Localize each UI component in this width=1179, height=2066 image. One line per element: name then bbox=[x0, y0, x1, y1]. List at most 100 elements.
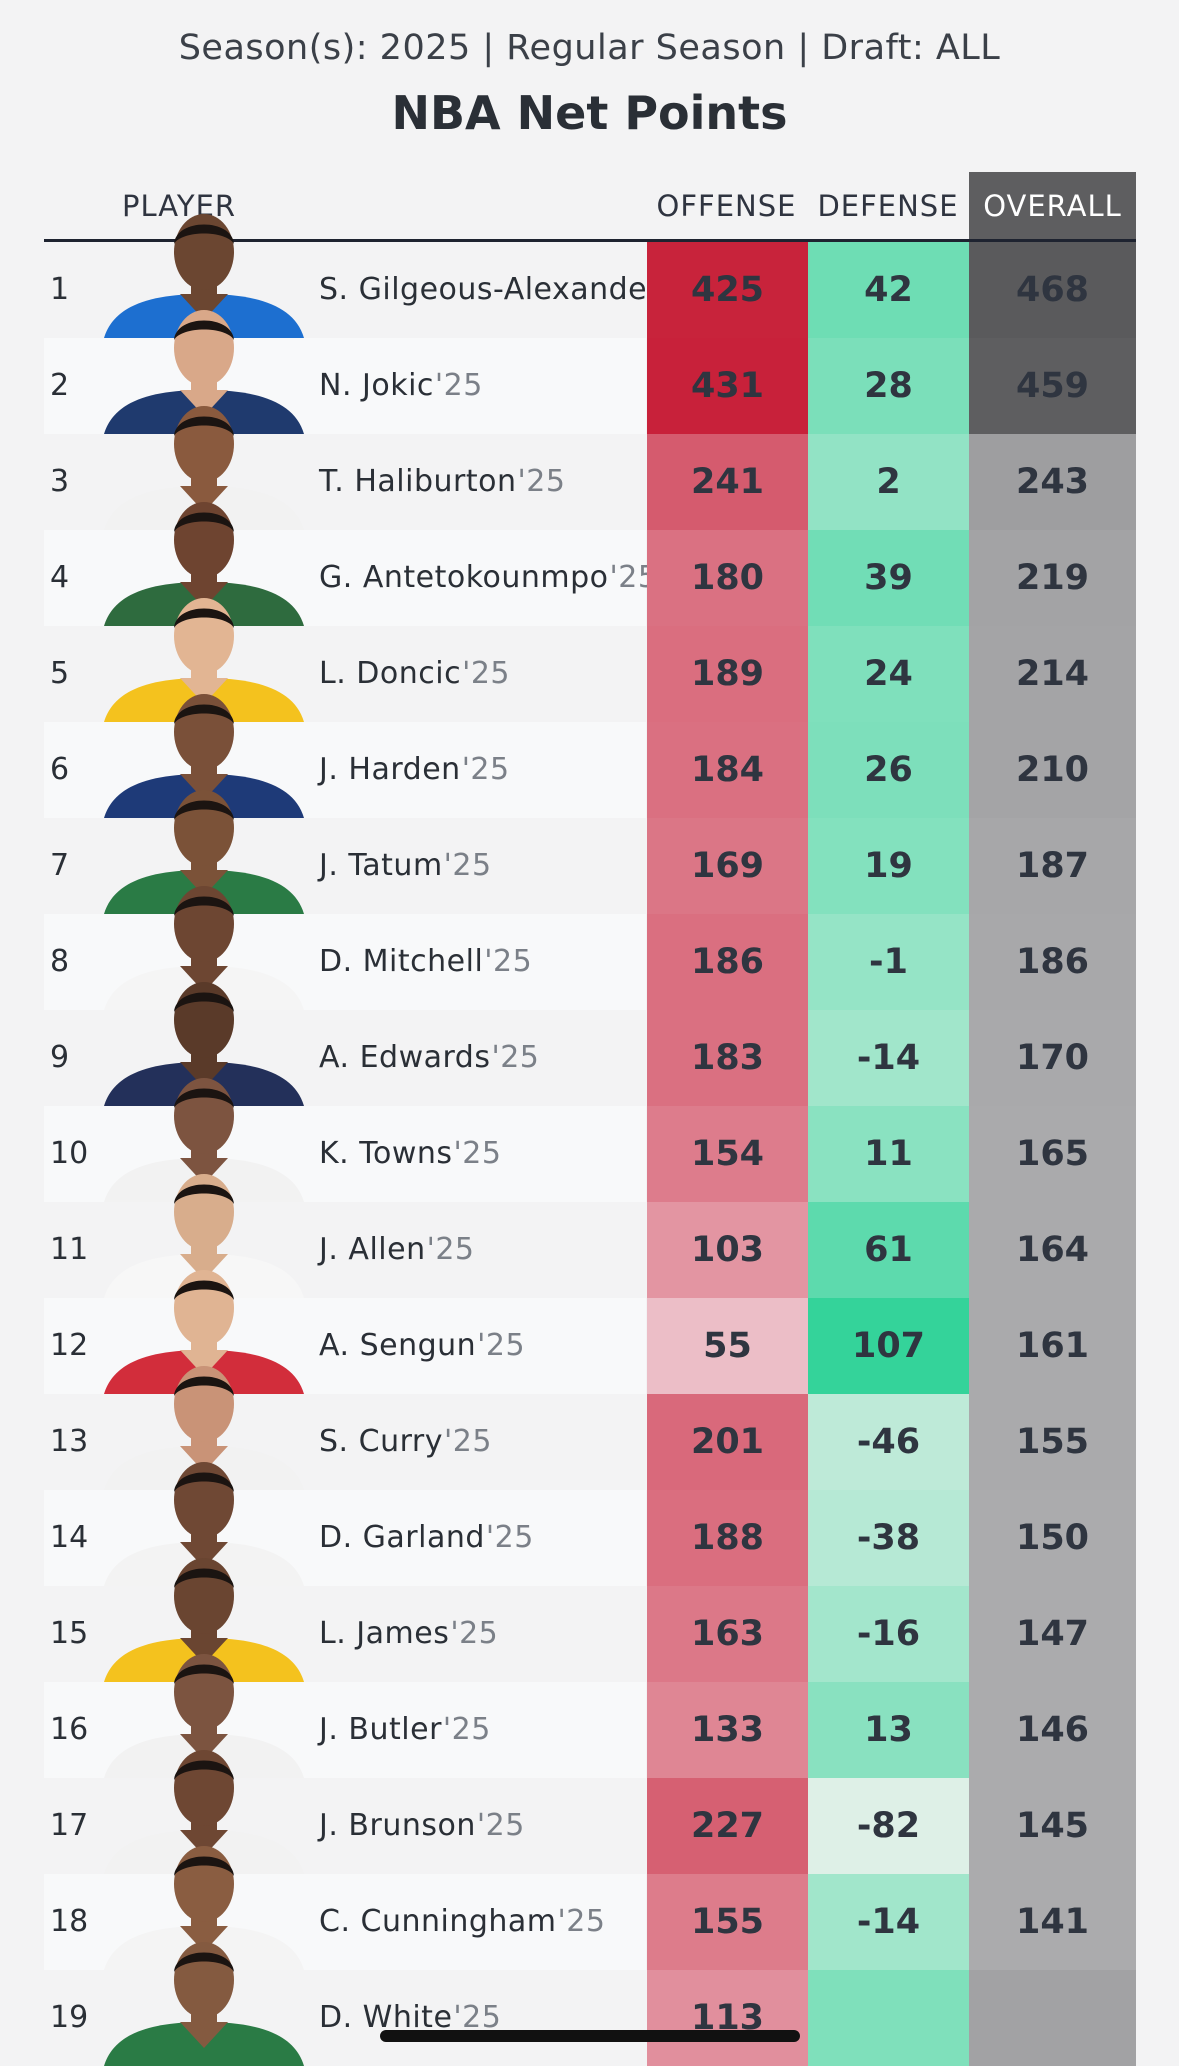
player-name-text: J. Brunson bbox=[319, 1808, 476, 1843]
offense-value-cell: 186 bbox=[647, 914, 808, 1010]
column-header-overall[interactable]: OVERALL bbox=[969, 172, 1136, 240]
player-headshot bbox=[94, 1936, 314, 2066]
defense-value-cell: 28 bbox=[808, 338, 969, 434]
table-row[interactable]: 4 G. Antetokounmpo'25 180 39 219 bbox=[44, 502, 1136, 626]
defense-value-cell: 42 bbox=[808, 242, 969, 338]
offense-value-cell: 113 bbox=[647, 1970, 808, 2066]
table-row[interactable]: 13 S. Curry'25 201 -46 155 bbox=[44, 1366, 1136, 1490]
home-indicator[interactable] bbox=[380, 2030, 800, 2042]
table-row[interactable]: 2 N. Jokic'25 431 28 459 bbox=[44, 310, 1136, 434]
table-row[interactable]: 11 J. Allen'25 103 61 164 bbox=[44, 1174, 1136, 1298]
defense-value-cell: 2 bbox=[808, 434, 969, 530]
offense-value-cell: 189 bbox=[647, 626, 808, 722]
player-name[interactable]: J. Tatum'25 bbox=[319, 818, 492, 914]
defense-value-cell: -46 bbox=[808, 1394, 969, 1490]
table-row[interactable]: 3 T. Haliburton'25 241 2 243 bbox=[44, 406, 1136, 530]
defense-value-cell: 107 bbox=[808, 1298, 969, 1394]
column-header-defense[interactable]: DEFENSE bbox=[817, 189, 959, 223]
rank-label: 3 bbox=[50, 464, 70, 499]
defense-value-cell: 39 bbox=[808, 530, 969, 626]
rank-label: 6 bbox=[50, 752, 70, 787]
overall-value-cell: 145 bbox=[969, 1778, 1136, 1874]
table-subtitle: Season(s): 2025 | Regular Season | Draft… bbox=[178, 28, 1001, 68]
player-name[interactable]: J. Brunson'25 bbox=[319, 1778, 525, 1874]
player-name[interactable]: G. Antetokounmpo'25 bbox=[319, 530, 657, 626]
offense-value-cell: 183 bbox=[647, 1010, 808, 1106]
player-name-text: S. Gilgeous-Alexander bbox=[319, 272, 660, 307]
player-name[interactable]: S. Curry'25 bbox=[319, 1394, 492, 1490]
rank-label: 7 bbox=[50, 848, 70, 883]
player-name[interactable]: A. Edwards'25 bbox=[319, 1010, 539, 1106]
player-table: 1 S. Gilgeous-Alexander 425 42 468 2 N. Jokic'… bbox=[44, 214, 1136, 2066]
player-name[interactable]: D. White'25 bbox=[319, 1970, 501, 2066]
table-row[interactable]: 5 L. Doncic'25 189 24 214 bbox=[44, 598, 1136, 722]
table-row[interactable]: 12 A. Sengun'25 55 107 161 bbox=[44, 1270, 1136, 1394]
player-name[interactable]: J. Allen'25 bbox=[319, 1202, 475, 1298]
season-tag: '25 bbox=[476, 1808, 525, 1843]
table-row[interactable]: 6 J. Harden'25 184 26 210 bbox=[44, 694, 1136, 818]
player-name-text: G. Antetokounmpo bbox=[319, 560, 609, 595]
player-name[interactable]: L. Doncic'25 bbox=[319, 626, 510, 722]
player-name-text: J. Allen bbox=[319, 1232, 426, 1267]
overall-value-cell: 165 bbox=[969, 1106, 1136, 1202]
rank-label: 9 bbox=[50, 1040, 70, 1075]
table-row[interactable]: 8 D. Mitchell'25 186 -1 186 bbox=[44, 886, 1136, 1010]
player-name[interactable]: J. Harden'25 bbox=[319, 722, 510, 818]
defense-value-cell: 61 bbox=[808, 1202, 969, 1298]
rank-label: 4 bbox=[50, 560, 70, 595]
offense-value-cell: 169 bbox=[647, 818, 808, 914]
rank-label: 10 bbox=[50, 1136, 89, 1171]
player-name[interactable]: J. Butler'25 bbox=[319, 1682, 491, 1778]
player-name[interactable]: K. Towns'25 bbox=[319, 1106, 501, 1202]
rank-label: 1 bbox=[50, 272, 70, 307]
overall-value-cell: 214 bbox=[969, 626, 1136, 722]
player-name-text: K. Towns bbox=[319, 1136, 453, 1171]
table-row[interactable]: 18 C. Cunningham'25 155 -14 141 bbox=[44, 1846, 1136, 1970]
player-headshot bbox=[94, 304, 314, 434]
season-tag: '25 bbox=[484, 944, 533, 979]
season-tag: '25 bbox=[477, 1328, 526, 1363]
defense-value-cell: -16 bbox=[808, 1586, 969, 1682]
table-row[interactable]: 15 L. James'25 163 -16 147 bbox=[44, 1558, 1136, 1682]
player-name[interactable]: S. Gilgeous-Alexander bbox=[319, 242, 660, 338]
season-tag: '25 bbox=[517, 464, 566, 499]
player-name[interactable]: C. Cunningham'25 bbox=[319, 1874, 605, 1970]
player-name[interactable]: D. Garland'25 bbox=[319, 1490, 534, 1586]
defense-value-cell: -38 bbox=[808, 1490, 969, 1586]
season-tag: '25 bbox=[442, 1712, 491, 1747]
player-name[interactable]: A. Sengun'25 bbox=[319, 1298, 525, 1394]
table-row[interactable]: 9 A. Edwards'25 183 -14 170 bbox=[44, 982, 1136, 1106]
player-name[interactable]: T. Haliburton'25 bbox=[319, 434, 565, 530]
table-row[interactable]: 16 J. Butler'25 133 13 146 bbox=[44, 1654, 1136, 1778]
player-name-text: A. Sengun bbox=[319, 1328, 477, 1363]
table-row[interactable]: 10 K. Towns'25 154 11 165 bbox=[44, 1078, 1136, 1202]
offense-value-cell: 55 bbox=[647, 1298, 808, 1394]
overall-value-cell: 210 bbox=[969, 722, 1136, 818]
defense-value-cell: 26 bbox=[808, 722, 969, 818]
table-row[interactable]: 19 D. White'25 113 bbox=[44, 1942, 1136, 2066]
offense-value-cell: 188 bbox=[647, 1490, 808, 1586]
player-name[interactable]: D. Mitchell'25 bbox=[319, 914, 532, 1010]
overall-value-cell: 186 bbox=[969, 914, 1136, 1010]
table-title: NBA Net Points bbox=[391, 86, 788, 140]
column-header-offense[interactable]: OFFENSE bbox=[656, 189, 797, 223]
overall-value-cell: 150 bbox=[969, 1490, 1136, 1586]
offense-value-cell: 133 bbox=[647, 1682, 808, 1778]
player-name[interactable]: L. James'25 bbox=[319, 1586, 498, 1682]
offense-value-cell: 180 bbox=[647, 530, 808, 626]
rank-label: 5 bbox=[50, 656, 70, 691]
overall-value-cell: 147 bbox=[969, 1586, 1136, 1682]
offense-value-cell: 163 bbox=[647, 1586, 808, 1682]
rank-label: 2 bbox=[50, 368, 70, 403]
player-name-text: T. Haliburton bbox=[319, 464, 517, 499]
season-tag: '25 bbox=[462, 656, 510, 691]
overall-value-cell: 243 bbox=[969, 434, 1136, 530]
season-tag: '25 bbox=[453, 2000, 502, 2035]
offense-value-cell: 103 bbox=[647, 1202, 808, 1298]
player-name[interactable]: N. Jokic'25 bbox=[319, 338, 483, 434]
table-row[interactable]: 14 D. Garland'25 188 -38 150 bbox=[44, 1462, 1136, 1586]
defense-value-cell: 11 bbox=[808, 1106, 969, 1202]
table-row[interactable]: 1 S. Gilgeous-Alexander 425 42 468 bbox=[44, 214, 1136, 338]
table-row[interactable]: 7 J. Tatum'25 169 19 187 bbox=[44, 790, 1136, 914]
season-tag: '25 bbox=[491, 1040, 540, 1075]
